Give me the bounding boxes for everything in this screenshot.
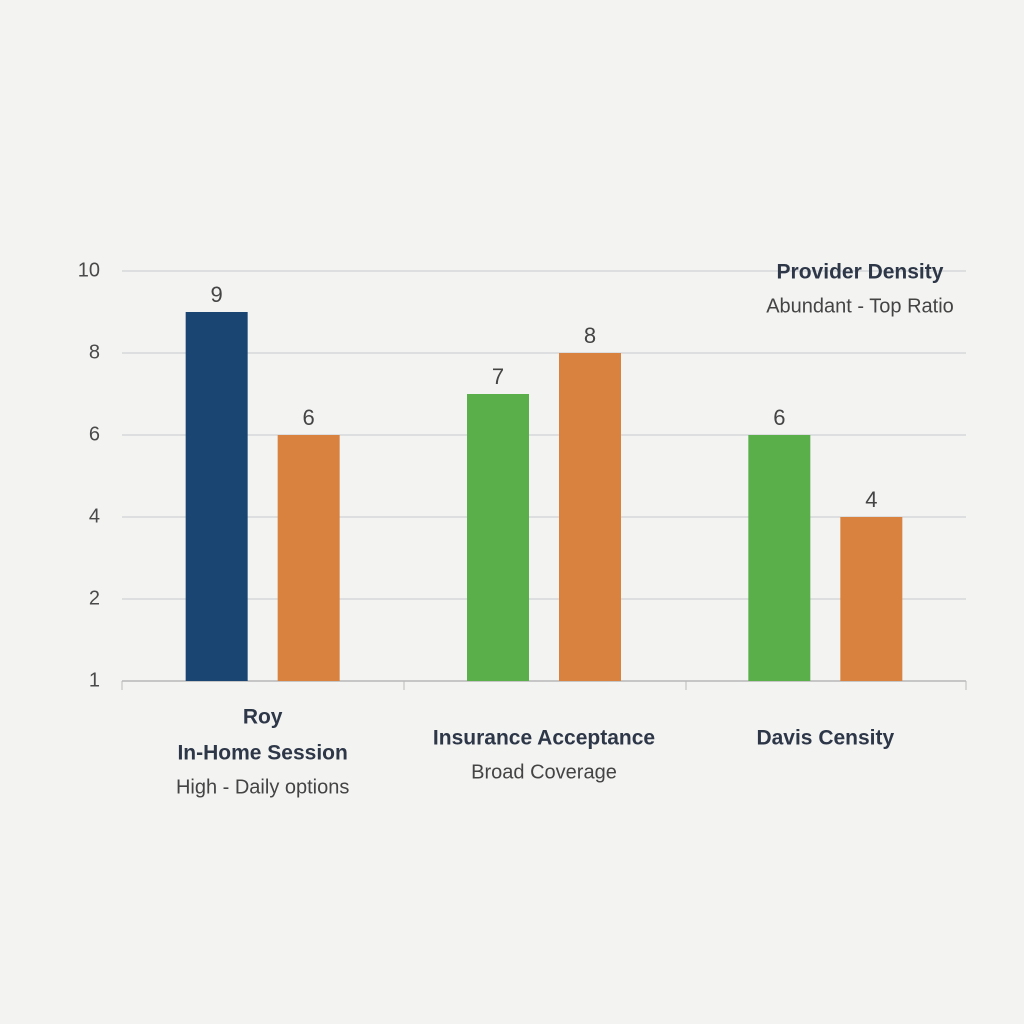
x-tick-label: Insurance Acceptance bbox=[433, 727, 655, 750]
y-tick-label: 8 bbox=[89, 341, 100, 363]
y-tick-label: 4 bbox=[89, 505, 100, 527]
value-label: 7 bbox=[492, 364, 504, 389]
bar bbox=[748, 435, 811, 681]
value-label: 8 bbox=[584, 323, 596, 348]
x-tick-label: Roy bbox=[243, 706, 283, 729]
value-label: 4 bbox=[865, 487, 877, 512]
y-tick-label: 2 bbox=[89, 587, 100, 609]
bar bbox=[467, 394, 529, 681]
x-tick-label: Davis Censity bbox=[756, 727, 894, 750]
y-tick-label: 6 bbox=[89, 423, 100, 445]
annotation-text: Abundant - Top Ratio bbox=[766, 295, 954, 317]
value-label: 6 bbox=[303, 405, 315, 430]
category-note: Broad Coverage bbox=[471, 761, 617, 783]
bar bbox=[277, 435, 340, 681]
annotation-title: Provider Density bbox=[777, 261, 944, 284]
category-note: High - Daily options bbox=[176, 776, 349, 798]
x-tick-label: In-Home Session bbox=[177, 742, 347, 765]
bar bbox=[185, 312, 248, 681]
bar bbox=[840, 517, 903, 681]
value-label: 9 bbox=[211, 282, 223, 307]
y-tick-label: 1 bbox=[89, 669, 100, 691]
bar bbox=[559, 353, 621, 681]
y-tick-label: 10 bbox=[78, 259, 100, 281]
value-label: 6 bbox=[773, 405, 785, 430]
